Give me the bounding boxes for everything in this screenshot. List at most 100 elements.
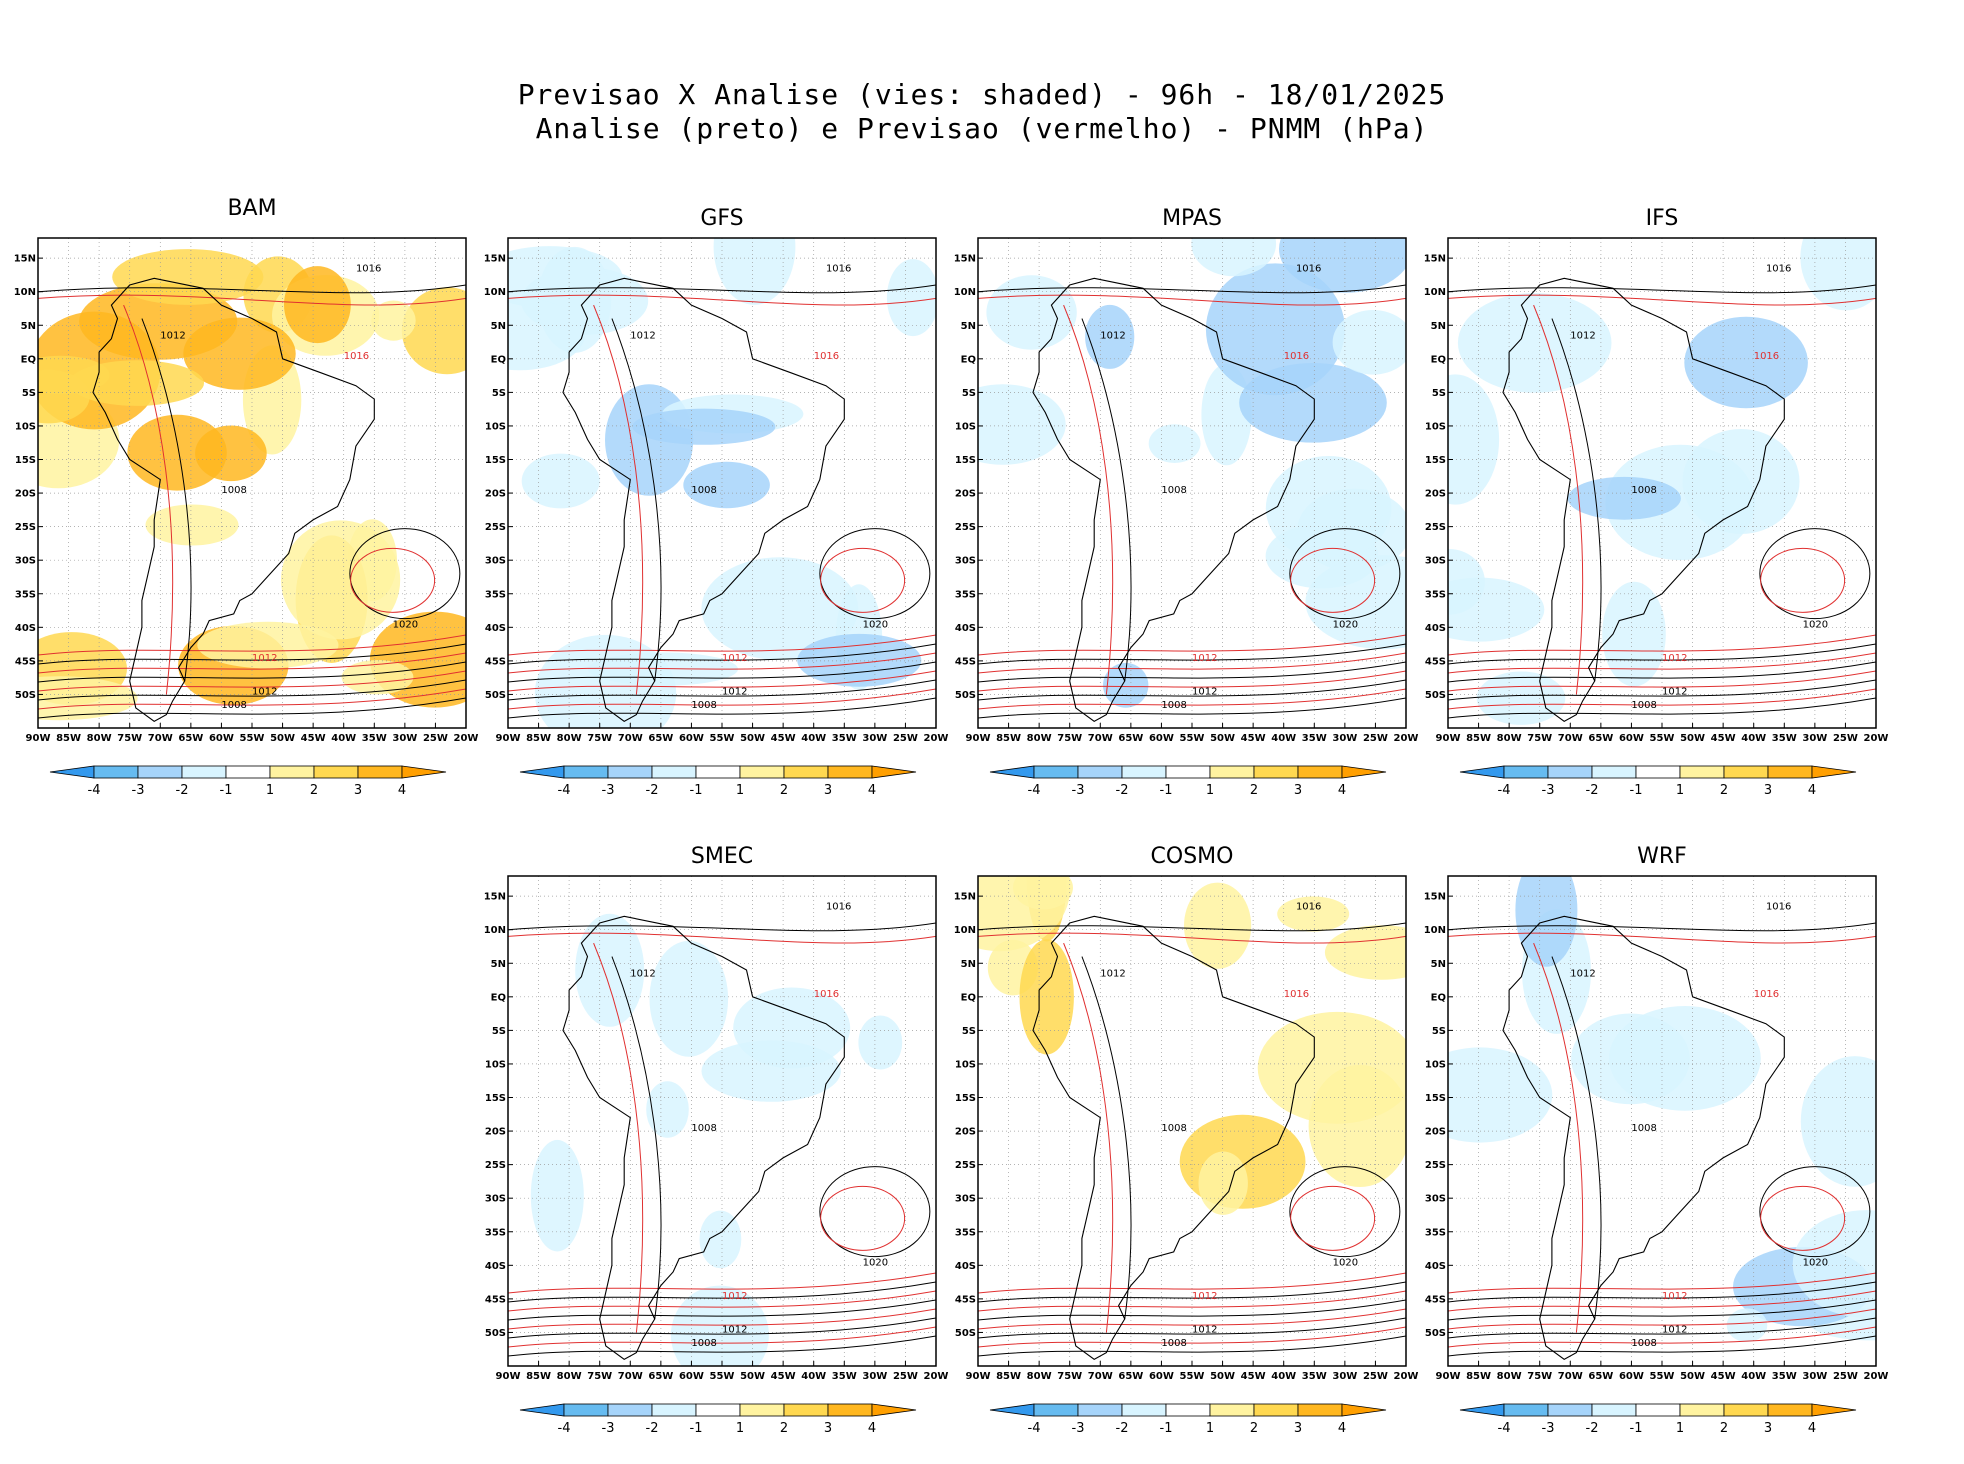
x-tick-label: 20W bbox=[924, 1371, 949, 1382]
bias-blob bbox=[1448, 374, 1500, 505]
colorbar-segment bbox=[1297, 765, 1343, 779]
isobar-line bbox=[978, 1317, 1406, 1339]
y-tick-label: 15N bbox=[1424, 892, 1446, 903]
bias-blob bbox=[978, 384, 1066, 465]
y-tick-label: 30S bbox=[15, 556, 36, 567]
bias-blob bbox=[1684, 316, 1808, 409]
colorbar-tick-label: 3 bbox=[1764, 783, 1772, 798]
colorbar-segment bbox=[1591, 1403, 1637, 1417]
isobar-line bbox=[978, 932, 1406, 944]
contour-label: 1008 bbox=[691, 1338, 716, 1349]
isobar-line bbox=[508, 1281, 936, 1303]
x-tick-label: 65W bbox=[1588, 733, 1613, 744]
y-tick-label: 40S bbox=[485, 1261, 506, 1272]
y-tick-label: 10S bbox=[15, 421, 36, 432]
x-tick-label: 45W bbox=[771, 1371, 796, 1382]
colorbar-segment bbox=[871, 1403, 917, 1417]
contour-label: 1012 bbox=[722, 1291, 747, 1302]
map-plot: 1016 1012 1008 1012 1020 1008 1012 1016 15N 10N 5N… bbox=[484, 237, 948, 798]
isobar-line bbox=[978, 1335, 1406, 1357]
isobar-line bbox=[978, 1299, 1406, 1321]
y-tick-label: 25S bbox=[15, 522, 36, 533]
grid bbox=[37, 238, 467, 728]
contour-label: 1012 bbox=[1192, 686, 1217, 697]
panel-title: MPAS bbox=[1162, 206, 1222, 231]
colorbar-tick-label: 1 bbox=[1206, 783, 1214, 798]
colorbar-segment bbox=[1635, 1403, 1681, 1417]
bias-blob bbox=[281, 520, 401, 640]
x-tick-label: 80W bbox=[557, 1371, 582, 1382]
south-america-coastline bbox=[1032, 915, 1315, 1360]
pressure-contours bbox=[1448, 284, 1876, 719]
isobar-line bbox=[1448, 1290, 1876, 1312]
y-tick-label: 40S bbox=[1425, 1261, 1446, 1272]
south-america-coastline bbox=[562, 915, 845, 1360]
colorbar-segment bbox=[1459, 1403, 1505, 1417]
x-tick-label: 50W bbox=[270, 733, 295, 744]
isobar-line bbox=[38, 661, 466, 683]
y-tick-label: 20S bbox=[485, 1127, 506, 1138]
contour-label: 1016 bbox=[1284, 989, 1309, 1000]
isobar-line bbox=[508, 1308, 936, 1330]
x-tick-label: 30W bbox=[1332, 1371, 1357, 1382]
x-tick-label: 55W bbox=[1650, 733, 1675, 744]
contour-label: 1008 bbox=[221, 485, 246, 496]
isobar-line bbox=[978, 1308, 1406, 1330]
colorbar-tick-label: -2 bbox=[1116, 1421, 1129, 1436]
bias-blob bbox=[1277, 896, 1350, 932]
y-tick-label: 45S bbox=[1425, 1294, 1446, 1305]
x-tick-label: 70W bbox=[1558, 1371, 1583, 1382]
colorbar-segment bbox=[1679, 765, 1725, 779]
colorbar-segment bbox=[1811, 765, 1857, 779]
isobar-line bbox=[593, 304, 644, 695]
x-tick-label: 75W bbox=[587, 1371, 612, 1382]
contour-label: 1008 bbox=[1161, 1338, 1186, 1349]
contour-label: 1008 bbox=[691, 485, 716, 496]
colorbar-segment bbox=[1767, 1403, 1813, 1417]
x-tick-label: 55W bbox=[710, 733, 735, 744]
isobar-line bbox=[350, 547, 436, 613]
colorbar-segment bbox=[181, 765, 227, 779]
y-tick-label: 45S bbox=[485, 1294, 506, 1305]
bias-blob bbox=[701, 1040, 841, 1102]
colorbar-tick-label: 3 bbox=[824, 783, 832, 798]
x-tick-label: 70W bbox=[618, 1371, 643, 1382]
south-america-coastline bbox=[1502, 277, 1785, 722]
bias-blob bbox=[112, 249, 264, 305]
isobar-line bbox=[508, 284, 936, 294]
colorbar-tick-label: 2 bbox=[780, 1421, 788, 1436]
colorbar-tick-label: -2 bbox=[1586, 783, 1599, 798]
bias-blob bbox=[401, 287, 466, 375]
colorbar-segment bbox=[651, 765, 697, 779]
isobar-line bbox=[38, 670, 466, 692]
colorbar-segment bbox=[1503, 1403, 1549, 1417]
colorbar-segment bbox=[1209, 1403, 1255, 1417]
x-tick-label: 90W bbox=[26, 733, 51, 744]
x-tick-label: 85W bbox=[526, 1371, 551, 1382]
bias-blob bbox=[284, 266, 351, 344]
colorbar-segment bbox=[989, 1403, 1035, 1417]
colorbar-segment bbox=[1547, 765, 1593, 779]
bias-blob bbox=[1279, 238, 1406, 293]
colorbar-segment bbox=[1165, 765, 1211, 779]
isobar-line bbox=[508, 661, 936, 683]
isobar-line bbox=[1448, 922, 1876, 932]
y-tick-label: 15N bbox=[954, 892, 976, 903]
y-tick-label: 25S bbox=[955, 522, 976, 533]
x-tick-label: 60W bbox=[209, 733, 234, 744]
panel-title: IFS bbox=[1645, 206, 1679, 231]
y-tick-label: 50S bbox=[485, 690, 506, 701]
y-tick-label: EQ bbox=[961, 992, 976, 1003]
x-tick-label: 80W bbox=[1027, 733, 1052, 744]
contour-label: 1012 bbox=[1570, 969, 1595, 980]
contour-label: 1016 bbox=[1296, 264, 1321, 275]
contour-label: 1012 bbox=[722, 653, 747, 664]
bias-blob bbox=[1198, 1151, 1248, 1215]
colorbar-tick-label: 4 bbox=[868, 1421, 876, 1436]
panel-smec: SMEC 1016 1012 1008 1012 1020 1008 1012 1016 15N 1… bbox=[484, 844, 949, 1464]
colorbar-segment bbox=[1033, 765, 1079, 779]
x-tick-label: 40W bbox=[1271, 733, 1296, 744]
contour-label: 1012 bbox=[1662, 686, 1687, 697]
y-tick-label: 50S bbox=[485, 1328, 506, 1339]
colorbar-segment bbox=[607, 1403, 653, 1417]
